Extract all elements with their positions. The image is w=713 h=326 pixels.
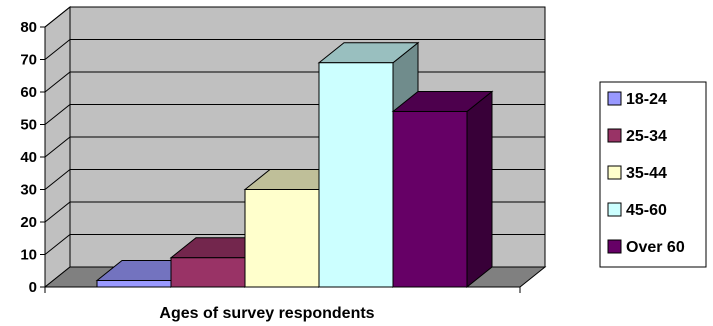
y-tick-label: 40 [20,149,37,166]
legend-swatch [607,91,622,106]
bar-front [392,111,468,288]
y-tick-label: 70 [20,52,37,69]
legend-label: 25-34 [626,128,667,145]
legend-label: 18-24 [626,91,667,108]
bar-front [170,257,246,288]
legend: 18-24 25-34 35-44 45-60 Over 60 [599,81,707,268]
y-tick-label: 0 [29,279,37,296]
y-tick-label: 50 [20,117,37,134]
y-tick-label: 80 [20,19,37,36]
legend-swatch [607,202,622,217]
bar-front [244,189,320,288]
legend-swatch [607,128,622,143]
bars [95,41,494,289]
legend-label: Over 60 [626,239,685,256]
bar-front [318,62,394,288]
y-tick-label: 20 [20,214,37,231]
bar-front [96,280,172,288]
gridline [44,6,545,28]
bar-side [466,90,493,289]
legend-swatch [607,165,622,180]
legend-label: 45-60 [626,202,667,219]
y-tick-label: 10 [20,247,37,264]
legend-swatch [607,239,622,254]
y-tick-label: 30 [20,182,37,199]
bar-over-60 [391,90,494,289]
gridline [44,39,545,60]
legend-label: 35-44 [626,165,667,182]
y-tick-label: 60 [20,84,37,101]
x-axis-label: Ages of survey respondents [159,305,374,322]
